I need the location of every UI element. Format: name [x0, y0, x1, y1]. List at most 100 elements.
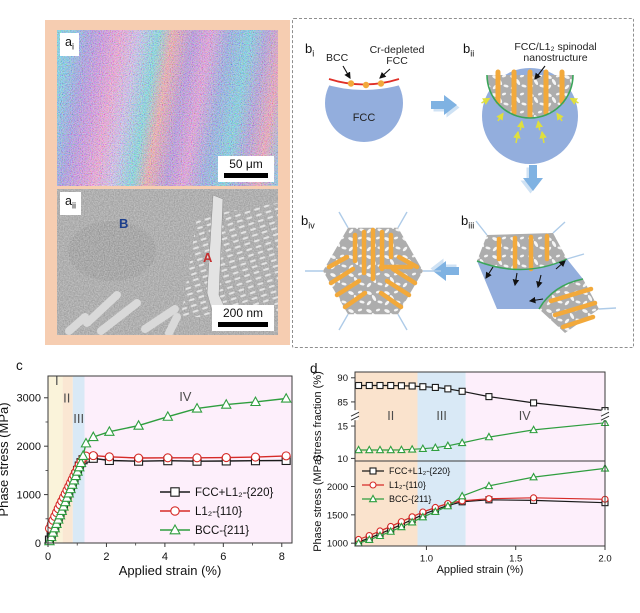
- grain-biv-graphic: [305, 211, 441, 331]
- panel-label-a-ii: aii: [60, 192, 81, 215]
- svg-text:2000: 2000: [17, 441, 41, 453]
- scalebar-50um: 50 μm: [218, 156, 274, 182]
- droplet-bi-graphic: [321, 57, 407, 142]
- region-label-II: II: [387, 409, 394, 423]
- region-label-II: II: [63, 391, 70, 406]
- panel-label-a-i-text: a: [65, 35, 72, 49]
- region-label-IV: IV: [179, 389, 192, 404]
- svg-text:3000: 3000: [17, 393, 41, 405]
- flow-arrow-left-icon: [430, 258, 459, 281]
- legend-label-2: BCC-{211}: [195, 525, 249, 537]
- panel-label-b-ii-text: b: [463, 41, 471, 56]
- svg-text:0: 0: [45, 551, 51, 563]
- scalebar-50um-bar: [224, 173, 268, 178]
- legend-label-0: FCC+L1₂-{220}: [195, 487, 273, 499]
- sem-texture: [57, 189, 278, 335]
- schematic-drawing: [305, 57, 617, 333]
- panel-label-b-i-sub: i: [312, 48, 315, 59]
- panel-label-b-i: bi: [305, 41, 314, 59]
- svg-text:0: 0: [35, 538, 41, 550]
- panel-label-a-i-sub: i: [71, 41, 74, 52]
- svg-text:2: 2: [103, 551, 109, 563]
- bcc-label: BCC: [326, 52, 349, 64]
- panel-label-b-iv-text: b: [301, 213, 309, 228]
- panel-label-b-iii-text: b: [461, 213, 469, 228]
- svg-text:1000: 1000: [327, 539, 348, 550]
- svg-text:85: 85: [337, 397, 348, 408]
- panel-label-c: c: [16, 358, 23, 373]
- y-axis-label: Phase stress (MPa): [312, 455, 324, 552]
- region-IV: [465, 372, 605, 461]
- ebsd-micrograph: ai 50 μm: [57, 30, 278, 186]
- annotation-B: B: [119, 216, 129, 231]
- region-label-IV: IV: [519, 409, 531, 423]
- panel-d-chart-section: d II III IV 90 85 15 10 Stress fraction (%) 1.0 1…: [305, 351, 640, 613]
- scalebar-200nm-text: 200 nm: [222, 306, 264, 320]
- x-axis-label: Applied strain (%): [437, 564, 524, 576]
- dendrite-cluster: [65, 291, 181, 335]
- grain-biii-graphic: [475, 220, 617, 333]
- y-axis-label: Stress fraction (%): [312, 371, 324, 461]
- region-II: [355, 372, 418, 461]
- series-2: [354, 463, 610, 547]
- series-2: [43, 392, 292, 546]
- svg-text:6: 6: [220, 551, 226, 563]
- svg-text:10: 10: [337, 454, 348, 465]
- region-label-I: I: [55, 373, 59, 388]
- sem-micrograph: B A aii 200 nm: [57, 189, 278, 335]
- bcc-pointer-arrow-icon: [342, 65, 351, 79]
- cr-depleted-line2: FCC: [386, 55, 408, 67]
- panel-label-b-iv-sub: iv: [308, 220, 315, 231]
- panel-label-d: d: [310, 361, 318, 376]
- crdepleted-pointer-arrow-icon: [379, 68, 391, 79]
- spinodal-line2: nanostructure: [523, 52, 588, 64]
- legend-label-1: L1₂-{110}: [195, 506, 242, 518]
- spinodal-pointer-arrow-icon: [534, 65, 546, 80]
- panel-label-b-iv: biv: [301, 213, 315, 231]
- panel-label-b-i-text: b: [305, 41, 313, 56]
- y-axis-label: Phase stress (MPa): [0, 402, 11, 516]
- grain-boundary-lines-biv: [305, 211, 441, 331]
- series-1: [355, 494, 609, 544]
- panel-label-b-ii: bii: [463, 41, 474, 59]
- svg-text:8: 8: [279, 551, 285, 563]
- bcc-lamellae-top: [496, 233, 550, 272]
- fcc-label: FCC: [352, 112, 376, 124]
- svg-text:2000: 2000: [327, 482, 348, 493]
- flow-arrow-down-icon: [520, 165, 543, 194]
- region-II: [62, 376, 73, 543]
- svg-text:1500: 1500: [327, 510, 348, 521]
- dendrite-field: [181, 203, 278, 317]
- region-II: [355, 461, 418, 546]
- panel-label-b-iii-sub: iii: [468, 220, 475, 231]
- region-label-III: III: [73, 411, 84, 426]
- scalebar-50um-text: 50 μm: [229, 157, 263, 171]
- legend-label-0: FCC+L1₂-{220}: [389, 466, 450, 476]
- spinodal-label: FCC/L1₂ spinodal nanostructure: [503, 42, 608, 64]
- cr-depleted-label: Cr-depleted FCC: [363, 45, 431, 67]
- spinodal-line1: FCC/L1₂ spinodal: [514, 41, 597, 53]
- panel-label-b-ii-sub: ii: [470, 48, 475, 59]
- growth-arrows: [481, 97, 579, 144]
- svg-text:1.0: 1.0: [420, 554, 433, 565]
- series-0: [355, 381, 609, 415]
- svg-text:1.5: 1.5: [509, 554, 522, 565]
- transformation-front-line: [486, 74, 574, 119]
- bcc-lamellae-domains: [326, 227, 420, 310]
- svg-text:15: 15: [337, 421, 348, 432]
- bcc-lamellae-bottom: [548, 286, 598, 330]
- flow-arrow-right-icon: [431, 95, 460, 118]
- region-label-III: III: [436, 409, 446, 423]
- panel-c-chart-section: c I II III IV 0 2 4 6 8 0 1000 2000 3000 FCC+L1₂-{220…: [0, 351, 312, 613]
- droplet-bii-graphic: [481, 65, 579, 164]
- grain-boundary-lines: [475, 220, 617, 310]
- svg-text:4: 4: [162, 551, 168, 563]
- panel-label-a-ii-text: a: [65, 194, 72, 208]
- x-axis-label: Applied strain (%): [119, 563, 222, 578]
- svg-text:90: 90: [337, 373, 348, 384]
- legend-label-2: BCC-{211}: [389, 494, 431, 504]
